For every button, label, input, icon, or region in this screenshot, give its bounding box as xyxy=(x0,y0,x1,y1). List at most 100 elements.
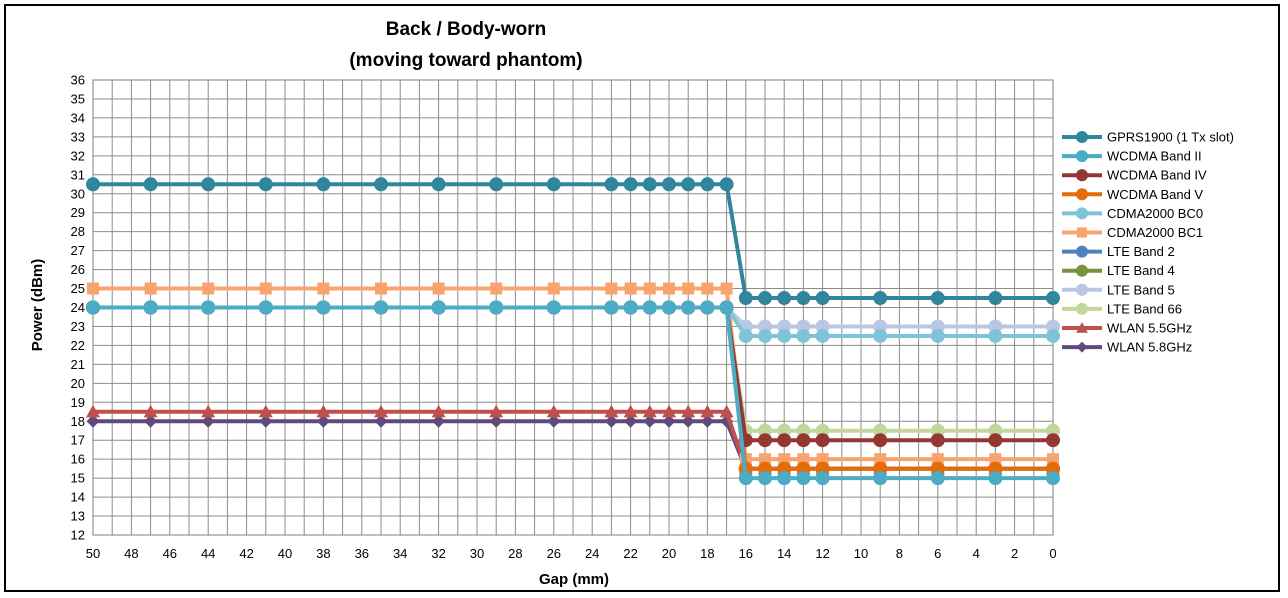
data-point xyxy=(719,300,734,315)
data-point xyxy=(144,414,158,428)
data-point xyxy=(201,177,216,192)
data-point xyxy=(374,300,388,315)
data-point xyxy=(259,282,272,295)
data-point xyxy=(777,291,792,306)
data-point xyxy=(662,414,676,428)
data-point xyxy=(605,282,618,295)
data-point xyxy=(86,300,100,315)
legend-label: WCDMA Band IV xyxy=(1107,168,1207,183)
data-point xyxy=(700,177,715,192)
data-point xyxy=(258,177,273,192)
grid xyxy=(92,79,1054,536)
legend-item: WCDMA Band V xyxy=(1062,187,1203,202)
data-point xyxy=(375,282,387,295)
y-tick-label: 33 xyxy=(71,129,85,144)
legend-label: WLAN 5.8GHz xyxy=(1107,340,1192,355)
legend-item: GPRS1900 (1 Tx slot) xyxy=(1062,130,1234,145)
legend-label: WLAN 5.5GHz xyxy=(1107,321,1192,336)
data-point xyxy=(547,414,561,428)
legend-label: WCDMA Band II xyxy=(1107,149,1202,164)
data-point xyxy=(663,282,675,295)
legend-label: CDMA2000 BC1 xyxy=(1107,225,1203,240)
data-point xyxy=(642,177,657,192)
data-point xyxy=(682,282,695,295)
data-point xyxy=(681,414,695,428)
x-tick-label: 42 xyxy=(239,546,253,561)
legend-label: LTE Band 2 xyxy=(1107,244,1175,259)
data-point xyxy=(796,433,811,448)
y-tick-label: 35 xyxy=(71,91,85,106)
x-tick-label: 30 xyxy=(470,546,484,561)
data-point xyxy=(643,414,657,428)
legend-label: WCDMA Band V xyxy=(1107,187,1203,202)
data-point xyxy=(623,300,638,315)
data-point xyxy=(258,300,273,315)
data-point xyxy=(873,471,888,486)
legend-marker xyxy=(1075,245,1089,258)
x-tick-label: 46 xyxy=(163,546,177,561)
data-point xyxy=(796,291,811,306)
data-point xyxy=(489,414,503,428)
data-point xyxy=(1046,471,1060,486)
data-point xyxy=(758,291,772,306)
data-point xyxy=(86,177,100,192)
legend-marker xyxy=(1075,130,1089,144)
y-tick-label: 27 xyxy=(71,243,85,258)
data-point xyxy=(988,471,1003,486)
data-point xyxy=(681,177,696,192)
data-point xyxy=(738,291,753,306)
data-point xyxy=(873,291,888,306)
data-point xyxy=(1046,328,1060,343)
line-chart: Back / Body-worn (moving toward phantom)… xyxy=(29,19,1234,588)
data-point xyxy=(700,414,714,428)
legend-item: CDMA2000 BC0 xyxy=(1062,206,1203,221)
y-tick-label: 32 xyxy=(71,148,85,163)
legend-marker xyxy=(1076,341,1088,353)
data-point xyxy=(758,471,772,486)
data-point xyxy=(662,300,676,315)
legend: GPRS1900 (1 Tx slot) WCDMA Band II WCDMA B… xyxy=(1062,130,1234,355)
data-point xyxy=(374,414,388,428)
chart-frame: Back / Body-worn (moving toward phantom)… xyxy=(4,4,1280,592)
data-point xyxy=(623,404,638,418)
data-point xyxy=(930,328,945,343)
data-point xyxy=(931,453,944,466)
data-point xyxy=(624,282,637,295)
data-point xyxy=(431,404,446,418)
data-point xyxy=(989,453,1002,466)
data-point xyxy=(930,433,945,448)
x-tick-label: 48 xyxy=(124,546,138,561)
legend-item: CDMA2000 BC1 xyxy=(1062,225,1203,240)
data-point xyxy=(144,282,157,295)
data-point xyxy=(815,471,830,486)
legend-label: LTE Band 5 xyxy=(1107,282,1175,297)
legend-marker xyxy=(1075,188,1089,201)
legend-item: LTE Band 66 xyxy=(1062,301,1182,316)
data-point xyxy=(316,404,331,418)
y-tick-label: 25 xyxy=(71,281,85,296)
y-tick-label: 17 xyxy=(71,433,85,448)
x-tick-label: 26 xyxy=(547,546,561,561)
x-tick-label: 0 xyxy=(1049,546,1056,561)
y-tick-label: 18 xyxy=(71,414,85,429)
y-tick-label: 26 xyxy=(71,262,85,277)
data-point xyxy=(1046,291,1060,306)
data-point xyxy=(777,471,792,486)
data-point xyxy=(759,453,771,466)
legend-marker xyxy=(1076,227,1088,238)
legend-marker xyxy=(1075,264,1089,277)
data-point xyxy=(87,282,99,295)
x-tick-label: 44 xyxy=(201,546,215,561)
data-point xyxy=(701,282,714,295)
data-point xyxy=(86,414,100,428)
y-tick-label: 21 xyxy=(71,357,85,372)
data-point xyxy=(988,328,1003,343)
legend-marker xyxy=(1075,207,1089,220)
legend-marker xyxy=(1075,150,1089,163)
x-tick-label: 4 xyxy=(973,546,980,561)
data-point xyxy=(201,404,216,418)
legend-item: WCDMA Band IV xyxy=(1062,168,1207,183)
data-point xyxy=(431,300,446,315)
x-tick-label: 10 xyxy=(854,546,868,561)
data-point xyxy=(201,300,216,315)
